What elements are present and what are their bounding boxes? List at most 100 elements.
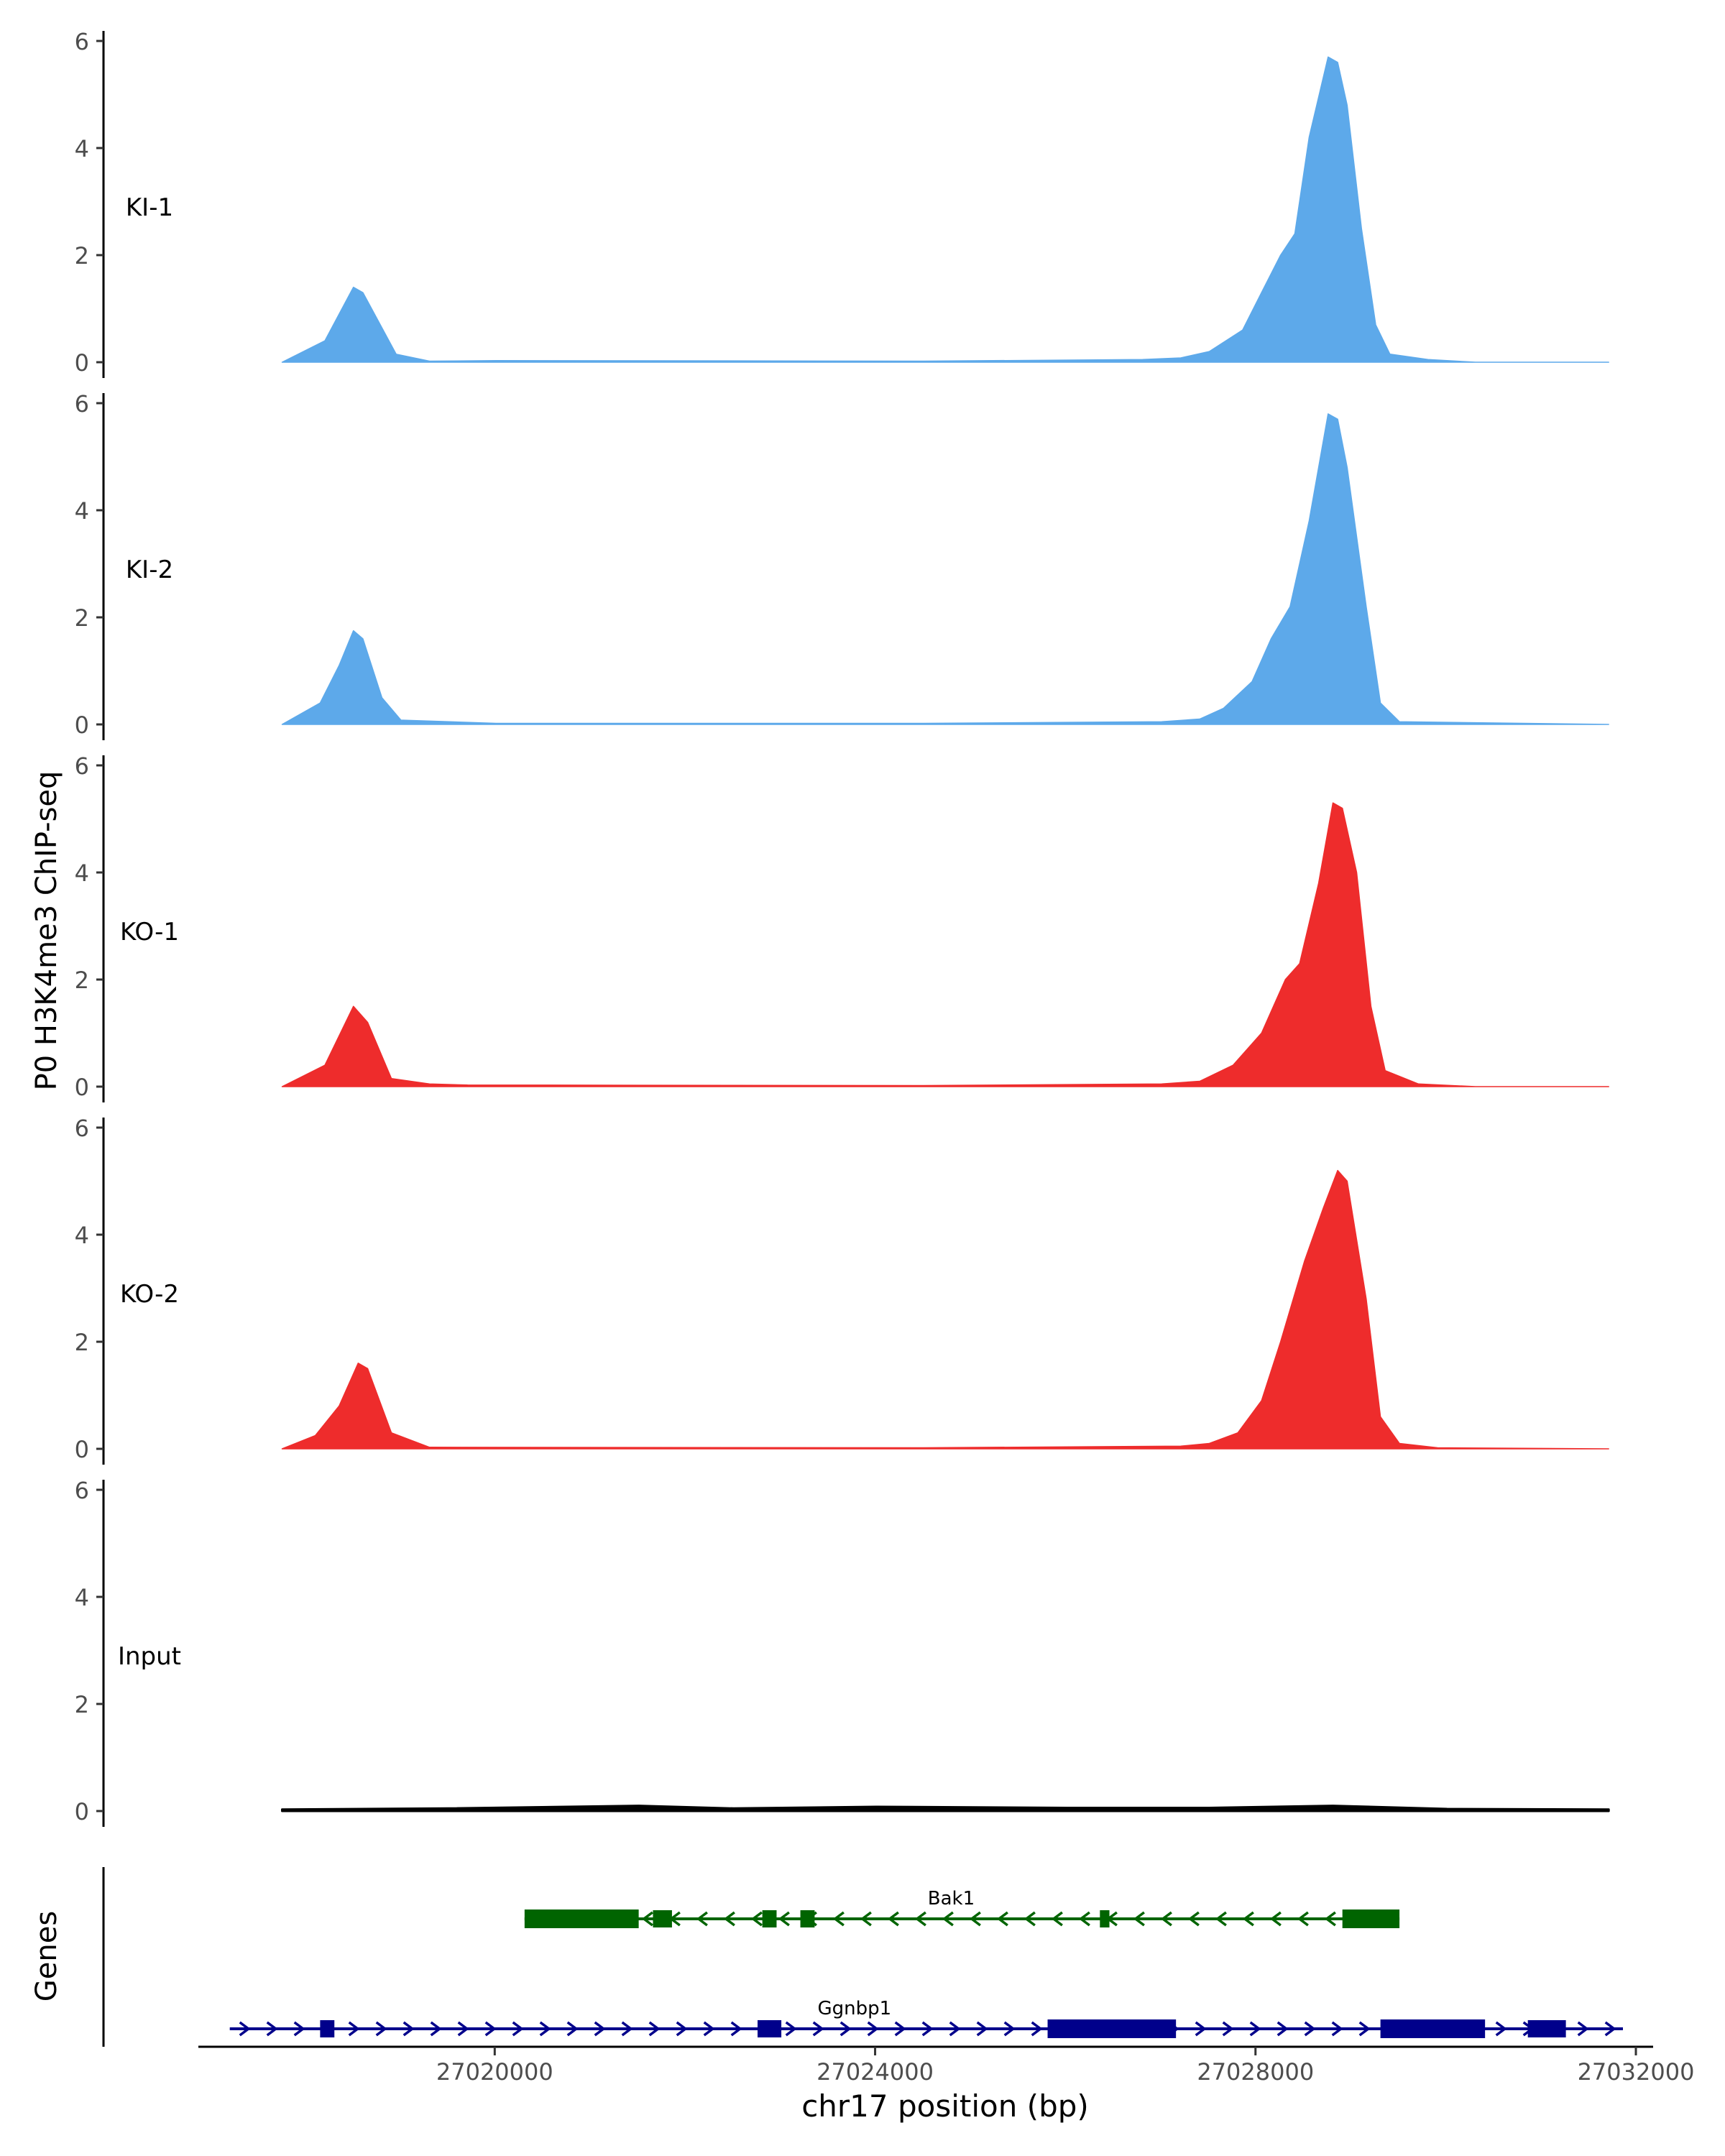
gene-exon — [1047, 2019, 1177, 2038]
strand-arrow — [894, 2021, 906, 2037]
strand-arrow — [676, 2021, 688, 2037]
track-panel-ki-2: 0 2 4 6 KI-2 — [75, 390, 1609, 740]
strand-arrow — [1078, 1911, 1090, 1927]
strand-arrow — [1358, 2021, 1371, 2037]
strand-arrow — [621, 2021, 633, 2037]
strand-arrow — [539, 2021, 551, 2037]
y-tick-label: 4 — [75, 1222, 89, 1249]
gene-exon — [1380, 2019, 1486, 2038]
y-tick-label: 0 — [75, 711, 89, 739]
strand-arrow — [1222, 2021, 1234, 2037]
x-tick-label: 27020000 — [436, 2058, 553, 2086]
y-tick-label: 4 — [75, 860, 89, 887]
gene-exon — [762, 1910, 777, 1927]
y-tick-label: 4 — [75, 497, 89, 525]
strand-arrow — [1215, 1911, 1227, 1927]
strand-arrow — [840, 2021, 852, 2037]
y-tick-label: 0 — [75, 1436, 89, 1463]
strand-arrow — [1269, 1911, 1282, 1927]
strand-arrow — [976, 2021, 988, 2037]
strand-arrow — [696, 1911, 708, 1927]
gene-ggnbp1: Ggnbp1 — [229, 1998, 1623, 2038]
strand-arrow — [293, 2021, 305, 2037]
strand-arrow — [785, 2021, 797, 2037]
strand-arrow — [860, 1911, 872, 1927]
strand-arrow — [921, 2021, 934, 2037]
signal-area — [281, 802, 1609, 1087]
signal-area — [281, 1169, 1609, 1450]
y-tick-label: 2 — [75, 242, 89, 270]
strand-arrow — [430, 2021, 442, 2037]
strand-arrow — [566, 2021, 579, 2037]
signal-area — [281, 56, 1609, 363]
x-tick-label: 27024000 — [816, 2058, 934, 2086]
y-axis-label: P0 H3K4me3 ChIP-seq — [30, 771, 63, 1091]
y-tick-label: 2 — [75, 1691, 89, 1718]
strand-arrow — [1604, 2021, 1616, 2037]
x-tick-label: 27032000 — [1578, 2058, 1695, 2086]
strand-arrow — [1276, 2021, 1289, 2037]
strand-arrow — [1003, 2021, 1016, 2037]
track-label: KO-2 — [120, 1280, 179, 1309]
y-tick-label: 0 — [75, 349, 89, 377]
strand-arrow — [375, 2021, 387, 2037]
strand-arrow — [1304, 2021, 1316, 2037]
strand-arrow — [867, 2021, 879, 2037]
gene-exon — [524, 1909, 639, 1928]
gene-exon — [800, 1910, 815, 1927]
y-tick-label: 0 — [75, 1798, 89, 1825]
gene-annotation-track: Bak1 Ggnbp1 — [102, 1867, 1623, 2047]
y-tick-label: 6 — [75, 1115, 89, 1142]
strand-arrow — [778, 1911, 790, 1927]
signal-area — [281, 1805, 1610, 1812]
strand-arrow — [914, 1911, 926, 1927]
strand-arrow — [512, 2021, 524, 2037]
gene-exon — [1100, 1910, 1110, 1927]
strand-arrow — [1051, 1911, 1063, 1927]
strand-arrow — [1495, 2021, 1507, 2037]
y-tick-label: 0 — [75, 1074, 89, 1101]
gene-name-label: Bak1 — [928, 1888, 975, 1909]
strand-arrow — [1133, 1911, 1145, 1927]
y-tick-label: 4 — [75, 1584, 89, 1611]
strand-arrow — [648, 2021, 661, 2037]
track-label: Input — [118, 1642, 181, 1671]
y-tick-label: 2 — [75, 604, 89, 632]
strand-arrow — [1024, 1911, 1036, 1927]
y-tick-label: 6 — [75, 752, 89, 780]
strand-arrow — [887, 1911, 899, 1927]
strand-arrow — [996, 1911, 1008, 1927]
track-panel-ko-2: 0 2 4 6 KO-2 — [75, 1115, 1609, 1465]
gene-exon — [653, 1910, 672, 1927]
signal-tracks: 0 2 4 6 KI-1 0 2 4 6 KI-2 0 2 4 6 KO-1 0 2 4 6 KO-2 0 2 4 6 Inpu… — [75, 28, 1610, 1827]
gene-exon — [1527, 2020, 1566, 2037]
strand-arrow — [949, 2021, 961, 2037]
track-panel-ko-1: 0 2 4 6 KO-1 — [75, 752, 1609, 1102]
strand-arrow — [1297, 1911, 1309, 1927]
strand-arrow — [723, 1911, 735, 1927]
gene-exon — [320, 2020, 335, 2037]
x-axis: 27020000 27024000 27028000 27032000 — [198, 2045, 1695, 2086]
track-panel-input: 0 2 4 6 Input — [75, 1477, 1610, 1827]
strand-arrow — [1187, 1911, 1200, 1927]
gene-bak1: Bak1 — [524, 1888, 1400, 1928]
strand-arrow — [1195, 2021, 1207, 2037]
strand-arrow — [457, 2021, 469, 2037]
strand-arrow — [266, 2021, 278, 2037]
y-tick-label: 6 — [75, 390, 89, 418]
track-label: KO-1 — [120, 918, 179, 946]
y-tick-label: 2 — [75, 967, 89, 994]
strand-arrow — [239, 2021, 251, 2037]
strand-arrow — [594, 2021, 606, 2037]
strand-arrow — [1331, 2021, 1343, 2037]
strand-arrow — [703, 2021, 715, 2037]
strand-arrow — [484, 2021, 497, 2037]
y-tick-label: 6 — [75, 28, 89, 55]
y-tick-label: 6 — [75, 1477, 89, 1504]
signal-area — [281, 413, 1609, 725]
track-label: KI-1 — [126, 193, 173, 222]
strand-arrow — [1031, 2021, 1043, 2037]
x-tick-label: 27028000 — [1197, 2058, 1314, 2086]
strand-arrow — [1160, 1911, 1172, 1927]
